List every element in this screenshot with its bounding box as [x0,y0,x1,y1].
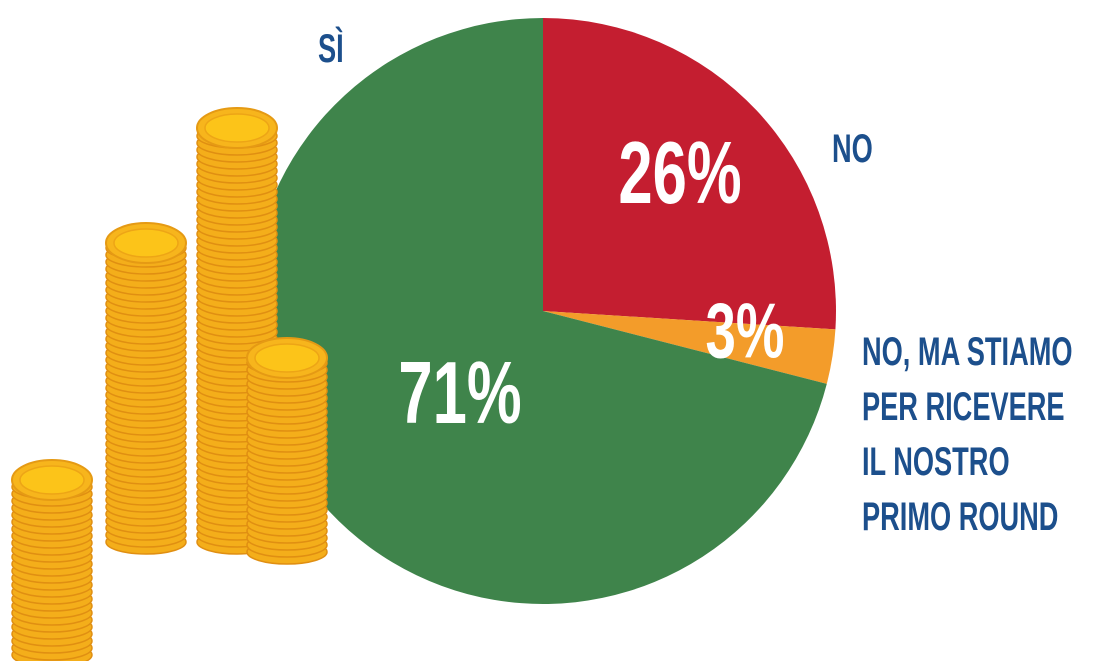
pie-slice [543,18,836,330]
pie-slice [543,311,836,384]
pie-slice [249,18,827,605]
value-labels: 26% 3% 71% [398,124,784,442]
coins [11,107,328,661]
coin-face [254,343,320,373]
pie [249,18,836,605]
category-label: NO, MA STIAMO PER RICEVERE IL NOSTRO PRI… [862,330,1073,539]
coin-face [19,465,85,495]
value-label: 26% [618,124,741,222]
category-label: NO [832,127,873,171]
coin-face [204,113,270,143]
value-label: 71% [398,344,521,442]
value-label: 3% [706,288,785,375]
category-label: SÌ [318,27,344,71]
coin-face [113,228,179,258]
